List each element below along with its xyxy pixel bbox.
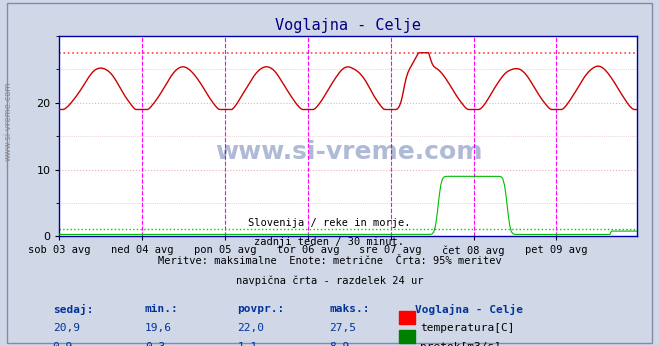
Text: www.si-vreme.com: www.si-vreme.com xyxy=(215,140,482,164)
Text: 1,1: 1,1 xyxy=(237,342,258,346)
Text: 22,0: 22,0 xyxy=(237,322,264,333)
Text: 0,9: 0,9 xyxy=(53,342,73,346)
Text: 0,3: 0,3 xyxy=(145,342,165,346)
Text: povpr.:: povpr.: xyxy=(237,304,285,313)
Text: 27,5: 27,5 xyxy=(330,322,357,333)
Text: Slovenija / reke in morje.: Slovenija / reke in morje. xyxy=(248,218,411,228)
Text: www.si-vreme.com: www.si-vreme.com xyxy=(3,81,13,161)
Text: sedaj:: sedaj: xyxy=(53,304,93,315)
Text: zadnji teden / 30 minut.: zadnji teden / 30 minut. xyxy=(254,237,405,247)
Text: 20,9: 20,9 xyxy=(53,322,80,333)
Title: Voglajna - Celje: Voglajna - Celje xyxy=(275,18,421,34)
Text: Meritve: maksimalne  Enote: metrične  Črta: 95% meritev: Meritve: maksimalne Enote: metrične Črta… xyxy=(158,256,501,266)
Text: 19,6: 19,6 xyxy=(145,322,172,333)
Text: Voglajna - Celje: Voglajna - Celje xyxy=(415,304,523,315)
Text: min.:: min.: xyxy=(145,304,179,313)
Text: 8,9: 8,9 xyxy=(330,342,350,346)
Text: temperatura[C]: temperatura[C] xyxy=(420,322,515,333)
Text: navpična črta - razdelek 24 ur: navpična črta - razdelek 24 ur xyxy=(236,275,423,285)
Text: maks.:: maks.: xyxy=(330,304,370,313)
Text: pretok[m3/s]: pretok[m3/s] xyxy=(420,342,501,346)
